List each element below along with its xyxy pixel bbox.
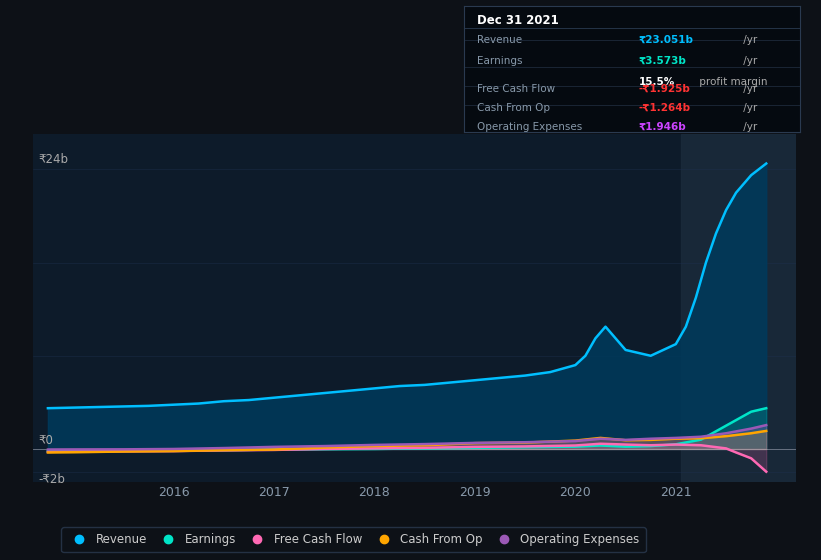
Text: -₹2b: -₹2b	[39, 473, 66, 486]
Text: profit margin: profit margin	[696, 77, 768, 87]
Text: ₹3.573b: ₹3.573b	[639, 56, 687, 66]
Text: Cash From Op: Cash From Op	[477, 102, 550, 113]
Text: /yr: /yr	[740, 35, 757, 45]
Text: ₹23.051b: ₹23.051b	[639, 35, 694, 45]
Text: -₹1.925b: -₹1.925b	[639, 83, 690, 94]
Text: -₹1.264b: -₹1.264b	[639, 102, 691, 113]
Text: /yr: /yr	[740, 56, 757, 66]
Legend: Revenue, Earnings, Free Cash Flow, Cash From Op, Operating Expenses: Revenue, Earnings, Free Cash Flow, Cash …	[62, 528, 645, 552]
Text: ₹1.946b: ₹1.946b	[639, 122, 686, 132]
Text: Revenue: Revenue	[477, 35, 522, 45]
Text: /yr: /yr	[740, 83, 757, 94]
Text: Free Cash Flow: Free Cash Flow	[477, 83, 556, 94]
Text: 15.5%: 15.5%	[639, 77, 675, 87]
Bar	[681, 134, 796, 482]
Text: Earnings: Earnings	[477, 56, 523, 66]
Text: ₹0: ₹0	[39, 434, 53, 447]
Text: /yr: /yr	[740, 102, 757, 113]
Text: ₹24b: ₹24b	[39, 153, 69, 166]
Text: Operating Expenses: Operating Expenses	[477, 122, 583, 132]
Text: Dec 31 2021: Dec 31 2021	[477, 15, 559, 27]
Text: /yr: /yr	[740, 122, 757, 132]
